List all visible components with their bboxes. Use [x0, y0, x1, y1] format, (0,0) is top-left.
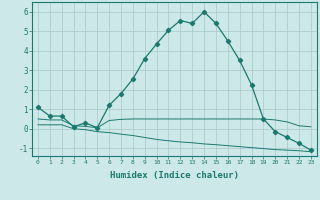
X-axis label: Humidex (Indice chaleur): Humidex (Indice chaleur) — [110, 171, 239, 180]
